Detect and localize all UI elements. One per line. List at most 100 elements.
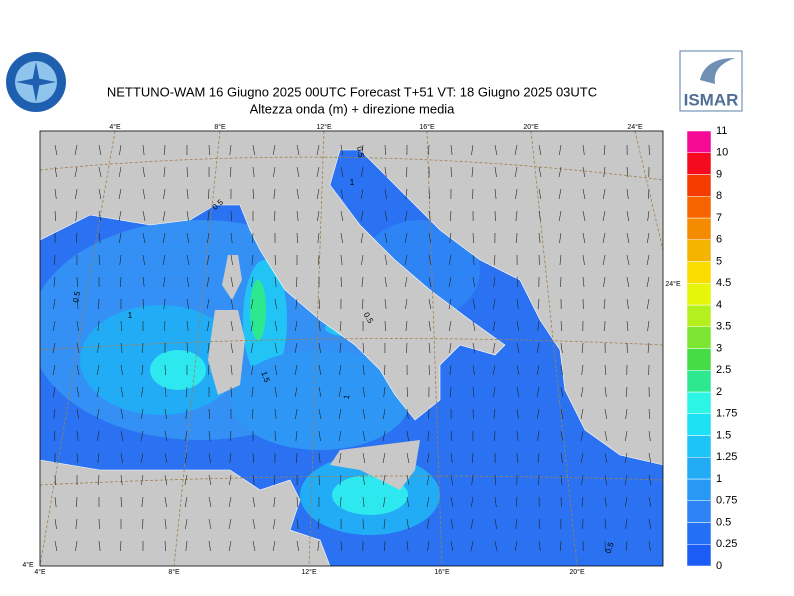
direction-arrow xyxy=(54,254,56,266)
direction-arrow xyxy=(163,166,166,178)
colorbar-label: 1 xyxy=(716,473,722,485)
direction-arrow xyxy=(274,320,278,332)
direction-arrow xyxy=(163,298,166,310)
direction-arrow xyxy=(361,254,364,266)
colorbar-label: 1.25 xyxy=(716,451,737,463)
direction-arrow xyxy=(317,210,320,222)
direction-arrow xyxy=(120,320,122,332)
direction-arrow xyxy=(560,430,564,442)
direction-arrow xyxy=(98,144,102,156)
direction-arrow xyxy=(120,452,123,464)
direction-arrow xyxy=(538,144,542,156)
direction-arrow xyxy=(251,276,254,288)
direction-arrow xyxy=(494,188,497,200)
colorbar-swatch xyxy=(686,478,712,501)
direction-arrow xyxy=(384,166,387,178)
direction-arrow xyxy=(538,518,541,530)
direction-arrow xyxy=(427,430,430,442)
direction-arrow xyxy=(428,144,430,156)
direction-arrow xyxy=(516,320,520,332)
direction-arrow xyxy=(74,166,78,178)
direction-arrow xyxy=(250,298,254,310)
direction-arrow xyxy=(427,408,430,420)
direction-arrow xyxy=(252,188,254,200)
direction-arrow xyxy=(54,188,57,200)
direction-arrow xyxy=(186,342,188,354)
direction-arrow xyxy=(229,452,232,464)
direction-arrow xyxy=(472,364,475,376)
direction-arrow xyxy=(75,188,78,200)
direction-arrow xyxy=(273,496,276,508)
direction-arrow xyxy=(384,188,387,200)
colorbar-swatch xyxy=(686,348,712,371)
direction-arrow xyxy=(296,188,299,200)
contour-label: 1.5 xyxy=(259,370,271,384)
direction-arrow xyxy=(560,364,564,376)
direction-arrow xyxy=(340,496,342,508)
direction-arrow xyxy=(98,188,102,200)
direction-arrow xyxy=(296,166,300,178)
direction-arrow xyxy=(516,342,520,354)
direction-arrow xyxy=(494,540,498,552)
direction-arrow xyxy=(120,430,124,442)
direction-arrow xyxy=(120,342,123,354)
direction-arrow xyxy=(164,496,167,508)
colorbar-swatch xyxy=(686,130,712,153)
direction-arrow xyxy=(538,188,542,200)
direction-arrow xyxy=(560,474,563,486)
direction-arrow xyxy=(580,408,584,420)
direction-arrow xyxy=(274,254,276,266)
direction-arrow xyxy=(230,232,233,244)
direction-arrow xyxy=(252,232,254,244)
direction-arrow xyxy=(208,474,212,486)
direction-arrow xyxy=(76,408,79,420)
direction-arrow xyxy=(340,210,344,222)
direction-arrow xyxy=(318,298,320,310)
logo-text: ISMAR xyxy=(684,90,739,109)
direction-arrow xyxy=(142,210,146,222)
direction-arrow xyxy=(185,408,188,420)
direction-arrow xyxy=(362,342,365,354)
direction-arrow xyxy=(603,298,606,310)
direction-arrow xyxy=(648,430,651,442)
direction-arrow xyxy=(405,298,408,310)
direction-arrow xyxy=(120,276,122,288)
direction-arrow xyxy=(626,276,630,288)
direction-arrow xyxy=(426,474,430,486)
direction-arrow xyxy=(516,430,519,442)
direction-arrow xyxy=(76,276,78,288)
direction-arrow xyxy=(162,254,166,266)
direction-arrow xyxy=(471,166,474,178)
direction-arrow xyxy=(383,518,386,530)
direction-arrow xyxy=(339,474,342,486)
direction-arrow xyxy=(494,166,497,178)
direction-arrow xyxy=(274,210,276,222)
colorbar-swatch xyxy=(686,413,712,436)
colorbar-label: 0.25 xyxy=(716,538,737,550)
direction-arrow xyxy=(164,320,166,332)
direction-arrow xyxy=(142,232,146,244)
colorbar-label: 1.75 xyxy=(716,408,737,420)
direction-arrow xyxy=(581,474,584,486)
colorbar-swatch xyxy=(686,326,712,349)
direction-arrow xyxy=(559,540,562,552)
direction-arrow xyxy=(208,408,210,420)
direction-arrow xyxy=(274,408,277,420)
direction-arrow xyxy=(186,276,190,288)
direction-arrow xyxy=(406,474,410,486)
colorbar-swatch xyxy=(686,152,712,175)
direction-arrow xyxy=(472,254,475,266)
direction-arrow xyxy=(186,386,188,398)
direction-arrow xyxy=(295,430,298,442)
direction-arrow xyxy=(492,364,496,376)
direction-arrow xyxy=(625,540,628,552)
direction-arrow xyxy=(296,452,298,464)
direction-arrow xyxy=(120,408,124,420)
direction-arrow xyxy=(252,496,255,508)
direction-arrow xyxy=(208,364,210,376)
direction-arrow xyxy=(493,408,496,420)
direction-arrow xyxy=(98,474,100,486)
colorbar-label: 4 xyxy=(716,299,722,311)
colorbar-label: 9 xyxy=(716,168,722,180)
direction-arrow xyxy=(492,342,496,354)
